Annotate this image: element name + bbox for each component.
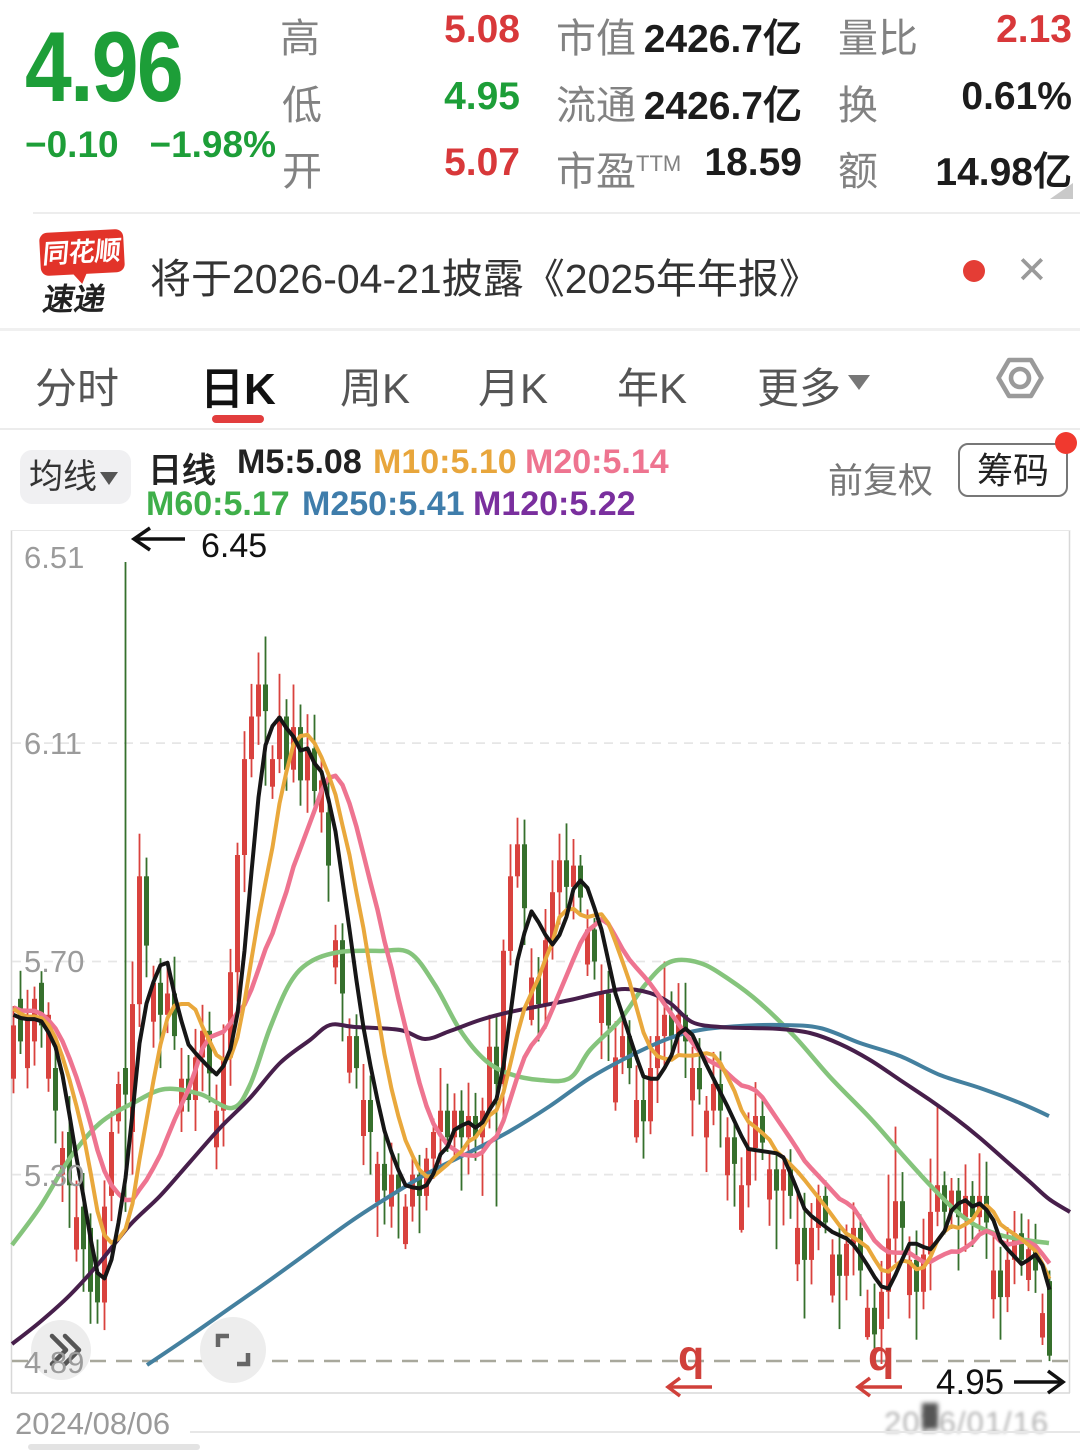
svg-text:6.11: 6.11	[24, 726, 82, 761]
svg-text:4.89: 4.89	[24, 1345, 84, 1380]
svg-text:5.70: 5.70	[24, 944, 84, 979]
svg-text:6.45: 6.45	[201, 527, 267, 565]
svg-text:6.51: 6.51	[24, 540, 84, 575]
svg-text:q: q	[868, 1332, 894, 1380]
svg-text:4.95: 4.95	[936, 1363, 1004, 1402]
svg-text:q: q	[678, 1332, 704, 1380]
svg-text:5.30: 5.30	[24, 1158, 84, 1193]
